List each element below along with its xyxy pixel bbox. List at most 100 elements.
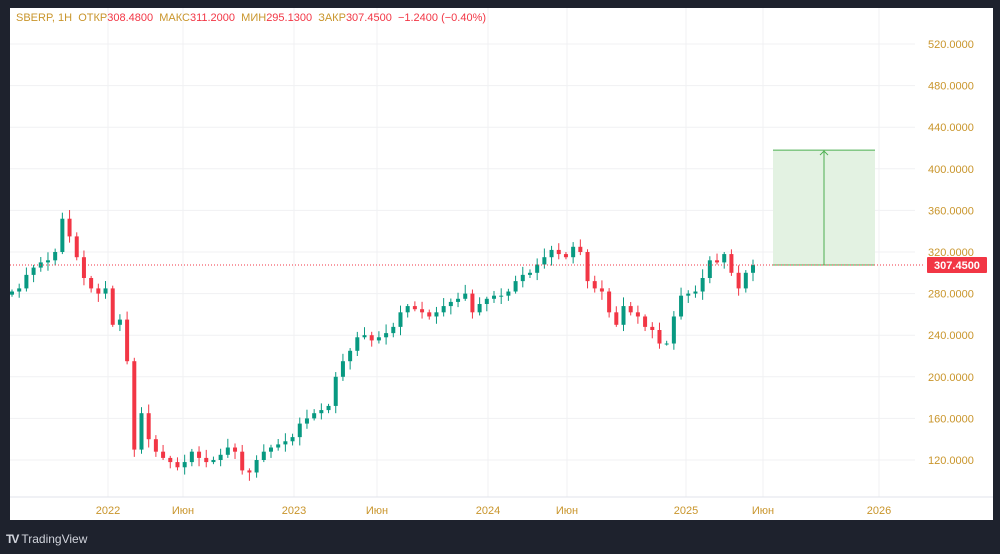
high-value: 311.2000 — [189, 12, 236, 24]
candle-body — [484, 298, 489, 304]
candle-body — [211, 460, 216, 463]
tradingview-brand[interactable]: TV TradingView — [6, 532, 87, 546]
x-tick-label: 2025 — [674, 505, 698, 517]
candle-body — [254, 460, 259, 473]
change-value: −1.2400 (−0.40%) — [397, 12, 487, 24]
candle-body — [520, 274, 525, 282]
candle-body — [376, 337, 381, 341]
candle-body — [74, 236, 79, 258]
time-axis: 2022 Июн 2023 Июн 2024 Июн 2025 Июн 2026 — [10, 496, 993, 517]
price-chart[interactable]: 120.0000 160.0000 200.0000 240.0000 280.0000… — [10, 8, 993, 520]
y-tick-label: 400.0000 — [928, 164, 974, 176]
candle-body — [643, 316, 648, 327]
candle-body — [700, 278, 705, 292]
candle-body — [268, 447, 273, 452]
candle-body — [384, 333, 389, 338]
candle-body — [657, 330, 662, 344]
candle-body — [729, 254, 734, 273]
price-axis: 120.0000 160.0000 200.0000 240.0000 280.0000… — [10, 39, 987, 467]
candle-body — [405, 306, 410, 313]
candle-body — [89, 278, 94, 289]
candle-body — [549, 249, 554, 258]
y-tick-label: 240.0000 — [928, 330, 974, 342]
y-tick-label: 480.0000 — [928, 81, 974, 93]
candle-body — [45, 260, 50, 263]
candle-body — [542, 257, 547, 265]
candle-body — [326, 405, 331, 411]
candle-body — [391, 326, 396, 334]
y-tick-label: 200.0000 — [928, 372, 974, 384]
candle-body — [412, 306, 417, 310]
candle-body — [556, 249, 561, 255]
candle-body — [53, 252, 58, 261]
candle-body — [463, 293, 468, 299]
candle-body — [592, 281, 597, 289]
candle-body — [571, 246, 576, 258]
candle-body — [31, 267, 36, 275]
candle-body — [715, 260, 720, 263]
candle-body — [96, 288, 101, 294]
candle-body — [197, 451, 202, 458]
x-tick-label: 2022 — [96, 505, 120, 517]
brand-name: TradingView — [21, 532, 88, 546]
candle-body — [585, 252, 590, 282]
candle-body — [348, 350, 353, 362]
y-tick-label: 120.0000 — [928, 455, 974, 467]
candle-body — [161, 451, 166, 458]
candle-body — [513, 281, 518, 292]
candles — [10, 210, 755, 481]
candle-body — [355, 337, 360, 351]
y-tick-label: 520.0000 — [928, 39, 974, 51]
candle-body — [671, 316, 676, 344]
candle-body — [664, 343, 669, 345]
candle-body — [333, 376, 338, 406]
candle-body — [707, 260, 712, 278]
candle-body — [607, 291, 612, 313]
candle-body — [168, 457, 173, 463]
candle-body — [743, 272, 748, 289]
candle-body — [535, 264, 540, 273]
candle-body — [492, 295, 497, 299]
candle-body — [283, 441, 288, 445]
candle-body — [434, 312, 439, 317]
candle-body — [499, 295, 504, 297]
target-projection — [773, 149, 875, 266]
candle-body — [117, 319, 122, 325]
candle-body — [125, 319, 130, 362]
candle-body — [628, 306, 633, 313]
chart-panel[interactable]: 120.0000 160.0000 200.0000 240.0000 280.0000… — [10, 8, 993, 520]
candle-body — [563, 254, 568, 258]
tradingview-logo-icon: TV — [6, 532, 19, 546]
y-tick-label: 280.0000 — [928, 289, 974, 301]
x-tick-label: 2023 — [282, 505, 306, 517]
candle-body — [506, 291, 511, 296]
candle-body — [693, 291, 698, 294]
candle-body — [290, 437, 295, 442]
open-value: 308.4800 — [107, 12, 154, 24]
candle-body — [448, 301, 453, 307]
candle-body — [175, 462, 180, 468]
y-tick-label: 320.0000 — [928, 247, 974, 259]
x-tick-label: Июн — [556, 505, 578, 517]
y-tick-label: 360.0000 — [928, 205, 974, 217]
x-tick-label: Июн — [752, 505, 774, 517]
candle-body — [247, 470, 252, 473]
open-label: ОТКР — [78, 12, 108, 24]
candle-body — [398, 312, 403, 327]
candle-body — [751, 265, 755, 273]
low-label: МИН — [241, 12, 267, 24]
candle-body — [679, 295, 684, 317]
candle-body — [110, 288, 115, 325]
candle-body — [614, 312, 619, 325]
candle-body — [686, 293, 691, 296]
candle-body — [218, 454, 223, 460]
candle-body — [24, 274, 29, 289]
candle-body — [527, 272, 532, 275]
candle-body — [736, 272, 741, 289]
candle-body — [578, 246, 583, 252]
y-tick-label: 160.0000 — [928, 413, 974, 425]
candle-body — [240, 451, 245, 471]
candle-body — [722, 254, 727, 263]
candle-body — [276, 444, 281, 448]
candle-body — [635, 312, 640, 317]
